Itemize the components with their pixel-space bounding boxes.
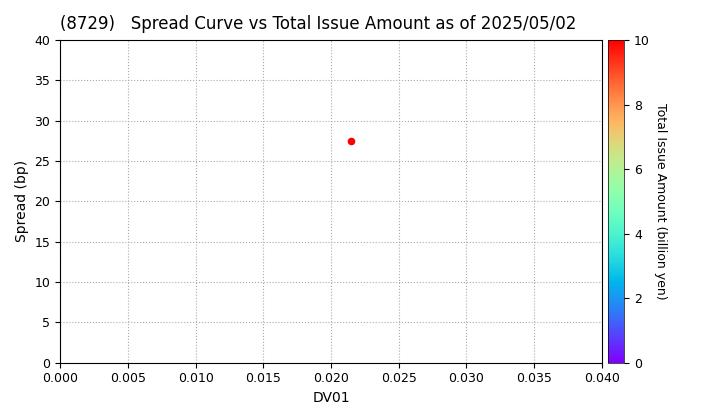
Text: (8729)   Spread Curve vs Total Issue Amount as of 2025/05/02: (8729) Spread Curve vs Total Issue Amoun… (60, 15, 577, 33)
Y-axis label: Spread (bp): Spread (bp) (15, 160, 29, 242)
Y-axis label: Total Issue Amount (billion yen): Total Issue Amount (billion yen) (654, 103, 667, 300)
Point (346, 138, 357, 144)
X-axis label: DV01: DV01 (312, 391, 350, 405)
